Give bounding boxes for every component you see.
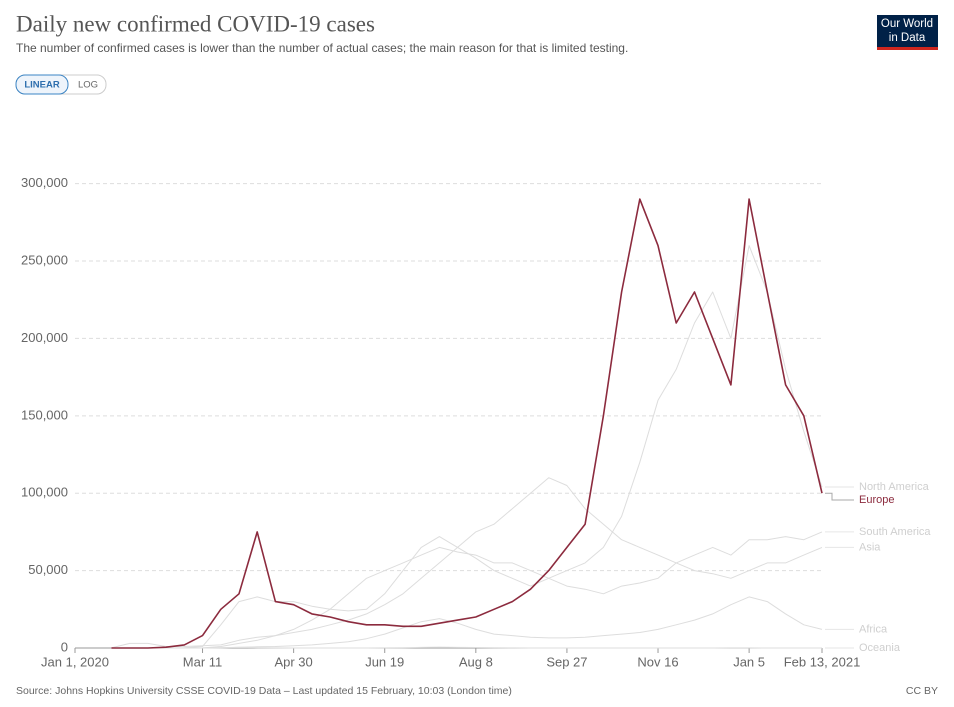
logo-underline [877, 47, 938, 50]
x-tick-label: Jan 1, 2020 [41, 654, 109, 669]
y-tick-label: 250,000 [21, 252, 68, 267]
logo-box [877, 15, 938, 47]
y-tick-label: 300,000 [21, 175, 68, 190]
series-line [111, 531, 823, 649]
legend-label: Oceania [859, 642, 901, 654]
x-tick-label: Sep 27 [546, 654, 587, 669]
y-tick-label: 150,000 [21, 407, 68, 422]
series-line [111, 198, 823, 649]
source-note: Source: Johns Hopkins University CSSE CO… [16, 685, 512, 697]
x-tick-label: Feb 13, 2021 [784, 654, 861, 669]
x-tick-label: Jan 5 [733, 654, 765, 669]
legend-label: South America [859, 526, 931, 538]
logo[interactable]: Our World in Data [877, 15, 938, 50]
x-tick-label: Nov 16 [637, 654, 678, 669]
logo-text: Our World [881, 18, 933, 30]
x-tick-label: Mar 11 [183, 654, 223, 669]
linear-button[interactable] [15, 74, 69, 95]
linear-button-label[interactable]: LINEAR [24, 80, 60, 91]
x-tick-label: Aug 8 [459, 654, 493, 669]
y-tick-label: 100,000 [21, 485, 68, 500]
chart-title: Daily new confirmed COVID-19 cases [16, 11, 375, 36]
legend-label: North America [859, 481, 930, 493]
legend-label: Asia [859, 541, 881, 553]
series-line [111, 596, 823, 649]
log-button-label[interactable]: LOG [78, 80, 98, 91]
series-line [111, 477, 823, 649]
legend-label: Europe [859, 494, 894, 506]
legend-label: Africa [859, 623, 888, 635]
y-tick-label: 200,000 [21, 330, 68, 345]
license: CC BY [906, 685, 938, 697]
legend-connector [825, 492, 854, 501]
logo-text: in Data [889, 32, 926, 44]
series-line [111, 245, 823, 649]
chart-subtitle: The number of confirmed cases is lower t… [16, 41, 628, 55]
series-line [111, 646, 822, 649]
y-tick-label: 0 [61, 639, 68, 654]
scale-toggle: LINEAR LOG [15, 74, 107, 95]
x-tick-label: Apr 30 [274, 654, 312, 669]
x-tick-label: Jun 19 [365, 654, 404, 669]
y-tick-label: 50,000 [28, 562, 68, 577]
